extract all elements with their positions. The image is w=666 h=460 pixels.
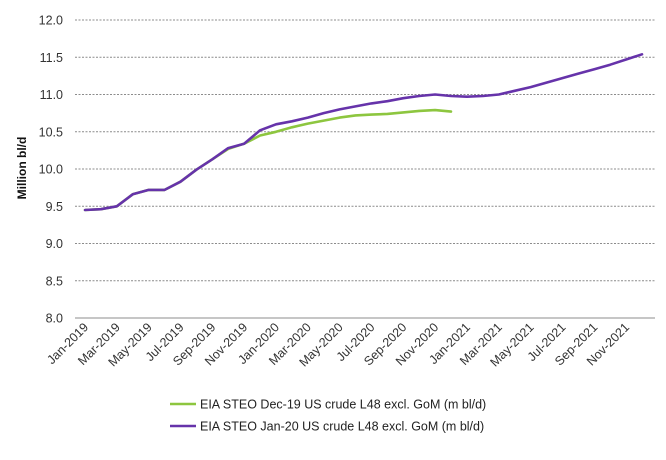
y-tick-label: 10.5 — [39, 125, 63, 139]
legend-entry: EIA STEO Jan-20 US crude L48 excl. GoM (… — [200, 420, 484, 434]
series-line-1 — [83, 108, 453, 212]
y-tick-label: 11.5 — [40, 51, 63, 65]
series-line-2 — [83, 53, 644, 212]
series-lines — [83, 53, 644, 212]
y-tick-label: 8.0 — [46, 312, 63, 326]
y-tick-label: 12.0 — [39, 14, 63, 28]
x-axis-ticks: Jan-2019Mar-2019May-2019Jul-2019Sep-2019… — [44, 320, 632, 369]
legend: EIA STEO Dec-19 US crude L48 excl. GoM (… — [170, 398, 486, 434]
y-tick-label: 10.0 — [39, 163, 63, 177]
y-tick-label: 8.5 — [46, 274, 63, 288]
y-axis-ticks: 8.0 8.5 9.0 9.5 10.0 10.5 11.0 11.5 12.0 — [39, 14, 63, 326]
y-tick-label: 9.5 — [46, 200, 63, 214]
legend-entry: EIA STEO Dec-19 US crude L48 excl. GoM (… — [200, 398, 486, 412]
gridlines — [75, 19, 655, 282]
y-axis-label: Million bl/d — [15, 137, 29, 200]
y-tick-label: 9.0 — [46, 237, 63, 251]
y-tick-label: 11.0 — [40, 88, 63, 102]
